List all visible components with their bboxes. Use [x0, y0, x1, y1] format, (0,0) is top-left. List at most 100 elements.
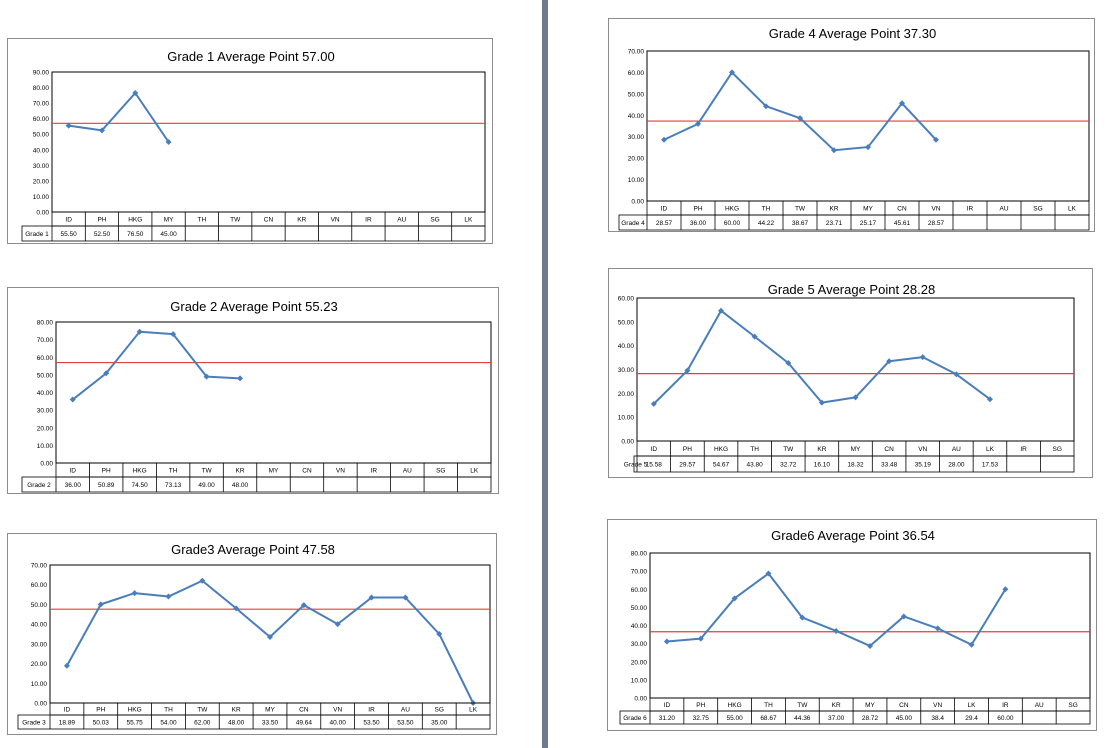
chart-title: Grade 2 Average Point 55.23	[170, 299, 337, 314]
y-tick-label: 20.00	[31, 661, 48, 668]
table-value-cell: 17.53	[982, 462, 999, 469]
data-point-marker	[267, 633, 273, 640]
y-tick-label: 0.00	[40, 461, 53, 468]
data-point-marker	[63, 662, 70, 669]
y-tick-label: 50.00	[628, 91, 645, 98]
x-category-label: VN	[933, 702, 942, 709]
x-category-label: TH	[164, 707, 173, 714]
table-value-cell: 16.10	[814, 462, 831, 469]
y-tick-label: 30.00	[31, 641, 48, 648]
x-category-label: ID	[664, 702, 671, 709]
table-value-cell: 49.64	[296, 720, 313, 727]
data-point-marker	[165, 139, 172, 145]
x-category-label: SG	[1052, 446, 1061, 453]
data-point-marker	[97, 601, 104, 608]
x-category-label: IR	[967, 206, 974, 213]
chart-title: Grade 5 Average Point 28.28	[768, 282, 935, 297]
data-point-marker	[103, 370, 110, 377]
y-tick-label: 70.00	[37, 337, 54, 344]
data-table-grid	[21, 462, 492, 493]
y-tick-label: 20.00	[618, 391, 635, 398]
x-category-label: VN	[931, 206, 940, 213]
plot-area	[636, 297, 1075, 442]
table-row-label: Grade 2	[27, 482, 51, 489]
table-value-cell: 55.00	[726, 715, 743, 722]
data-point-marker	[300, 602, 307, 609]
x-category-label: KR	[832, 702, 841, 709]
x-category-label: SG	[435, 707, 444, 714]
x-category-label: TH	[198, 217, 207, 224]
grade-5-chart-svg: Grade 5 Average Point 28.28 0.00 10.00 20.0…	[618, 282, 1075, 473]
y-tick-label: 10.00	[31, 681, 48, 688]
data-point-marker	[729, 69, 735, 76]
grade-4-chart: Grade 4 Average Point 37.30 0.00 10.00 20.0…	[608, 18, 1095, 232]
y-tick-label: 20.00	[37, 425, 54, 432]
data-point-marker	[233, 605, 240, 612]
x-category-label: PH	[97, 217, 106, 224]
data-table-grid	[618, 200, 1090, 231]
x-category-label: VN	[336, 468, 345, 475]
table-value-cell: 53.50	[363, 720, 380, 727]
grade-1-chart-svg: Grade 1 Average Point 57.00 0.00 10.00 20.0…	[21, 49, 486, 242]
y-tick-label: 30.00	[33, 163, 50, 170]
y-tick-label: 50.00	[631, 605, 648, 612]
data-table-grid	[619, 697, 1091, 725]
y-tick-label: 10.00	[37, 443, 54, 450]
x-category-label: TH	[764, 702, 773, 709]
chart-title: Grade3 Average Point 47.58	[171, 542, 335, 557]
data-point-marker	[986, 396, 993, 403]
x-category-label: CN	[884, 446, 894, 453]
table-value-cell: 55.75	[126, 720, 143, 727]
table-value-cell: 49.00	[198, 482, 215, 489]
series-line	[68, 92, 170, 143]
data-point-marker	[765, 570, 772, 577]
data-point-marker	[953, 371, 960, 378]
x-category-label: VN	[918, 446, 927, 453]
x-category-label: LK	[464, 217, 473, 224]
table-value-cell: 73.13	[165, 482, 182, 489]
data-point-marker	[402, 594, 409, 601]
y-tick-label: 60.00	[37, 355, 54, 362]
grade-3-chart: Grade3 Average Point 47.58 0.00 10.00 20.00…	[7, 533, 497, 735]
x-category-label: AU	[999, 206, 1008, 213]
y-tick-label: 40.00	[37, 390, 54, 397]
table-value-cell: 29.57	[679, 462, 696, 469]
y-tick-label: 0.00	[631, 199, 644, 206]
x-category-label: TW	[197, 707, 208, 714]
x-category-label: HKG	[725, 206, 739, 213]
y-tick-label: 40.00	[628, 113, 645, 120]
table-value-cell: 50.89	[98, 482, 115, 489]
x-category-label: KR	[232, 707, 241, 714]
y-tick-label: 10.00	[33, 194, 50, 201]
table-value-cell: 37.00	[828, 715, 845, 722]
x-category-label: VN	[333, 707, 342, 714]
y-tick-label: 40.00	[618, 343, 635, 350]
series-line	[72, 330, 241, 401]
x-category-label: LK	[469, 707, 478, 714]
data-point-marker	[661, 136, 667, 143]
data-point-marker	[199, 577, 206, 584]
y-tick-label: 70.00	[33, 101, 50, 108]
y-tick-label: 70.00	[631, 569, 648, 576]
data-point-marker	[818, 399, 825, 406]
y-tick-label: 80.00	[631, 551, 648, 558]
table-value-cell: 43.80	[747, 462, 764, 469]
y-tick-label: 70.00	[31, 563, 48, 570]
x-category-label: CN	[264, 217, 274, 224]
data-point-marker	[436, 631, 443, 637]
x-category-label: SG	[1068, 702, 1077, 709]
y-tick-label: 60.00	[33, 116, 50, 123]
y-tick-label: 60.00	[31, 582, 48, 589]
table-value-cell: 45.61	[894, 220, 911, 227]
data-point-marker	[697, 635, 704, 642]
data-point-marker	[650, 400, 657, 407]
x-category-label: HKG	[128, 217, 142, 224]
data-point-marker	[131, 590, 138, 597]
x-category-label: ID	[65, 217, 72, 224]
table-value-cell: 48.00	[232, 482, 249, 489]
x-category-label: TW	[797, 702, 808, 709]
x-category-label: AU	[397, 217, 406, 224]
x-category-label: MY	[164, 217, 174, 224]
table-value-cell: 45.00	[160, 231, 177, 238]
grade-5-chart: Grade 5 Average Point 28.28 0.00 10.00 20.0…	[608, 268, 1093, 478]
